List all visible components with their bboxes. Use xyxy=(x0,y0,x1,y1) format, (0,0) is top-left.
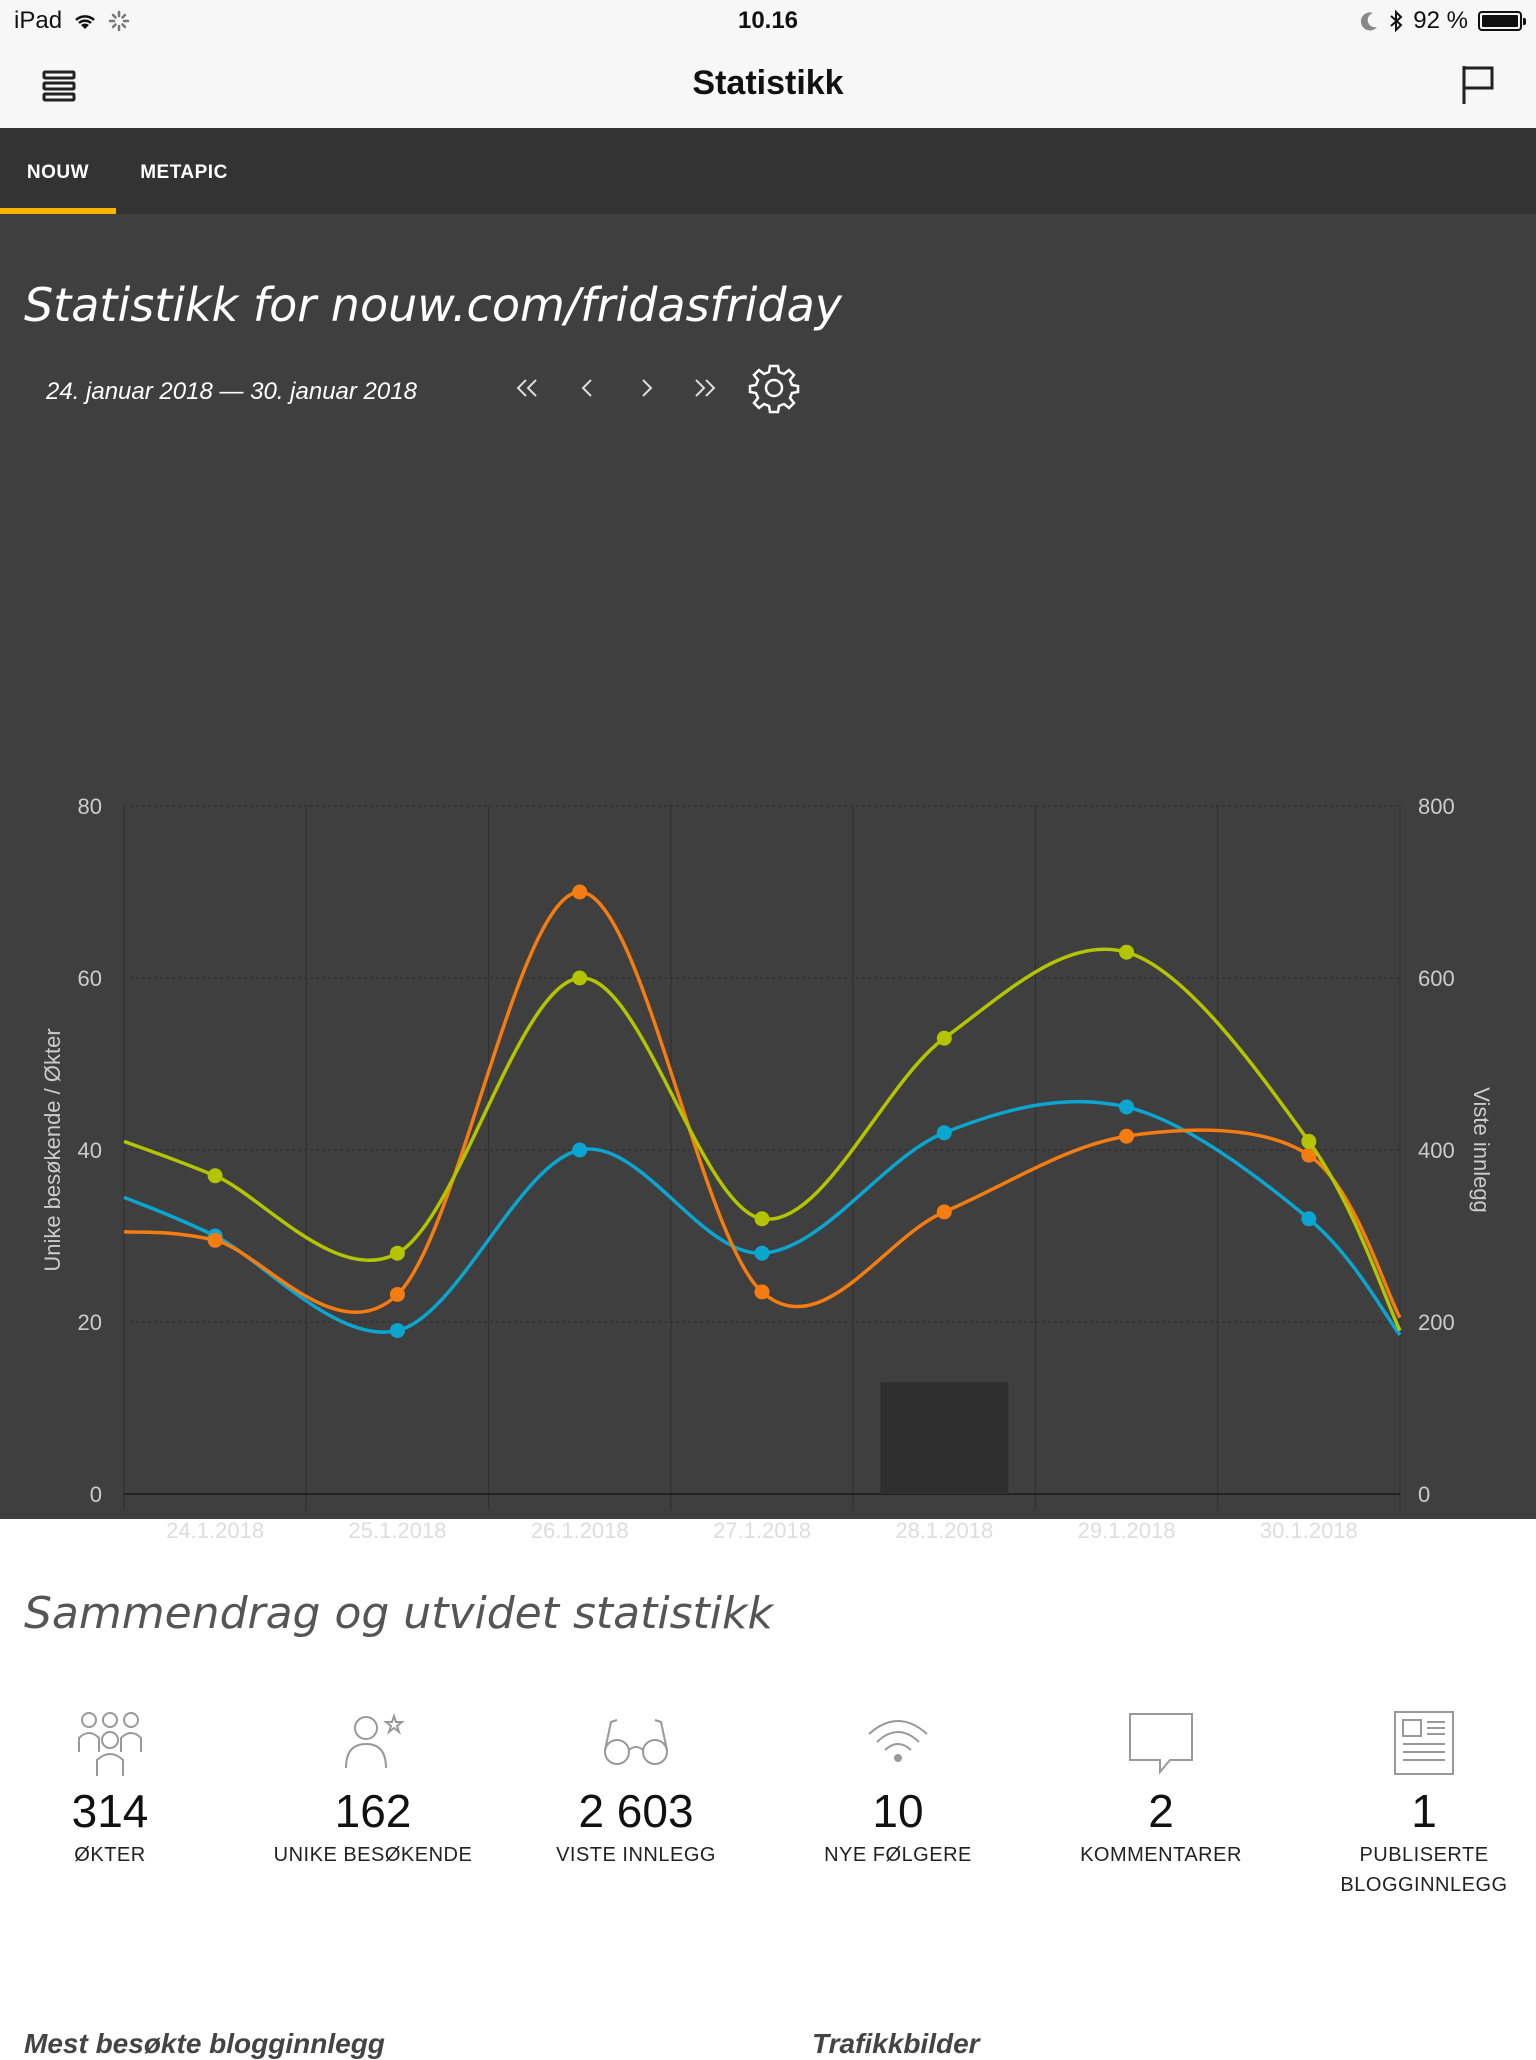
stat-published-posts: 1 PUBLISERTE BLOGGINNLEGG xyxy=(1314,1708,1534,1900)
stat-label: VISTE INNLEGG xyxy=(556,1844,716,1866)
data-point-okter xyxy=(1119,944,1135,960)
y2-tick-label: 200 xyxy=(1418,1310,1455,1335)
tab-bar: NOUW METAPIC xyxy=(0,128,1536,214)
most-read-heading: Mest besøkte blogginnlegg xyxy=(24,2028,385,2059)
x-tick-label: 27.1.2018 xyxy=(713,1518,811,1543)
data-point-unike-besokende xyxy=(572,1142,588,1158)
stat-value: 2 xyxy=(1148,1785,1174,1837)
data-point-unike-besokende xyxy=(1119,1099,1135,1115)
data-point-viste-innlegg xyxy=(207,1232,223,1248)
clock: 10.16 xyxy=(737,7,799,34)
data-point-viste-innlegg xyxy=(754,1284,770,1300)
page-title: Statistikk xyxy=(692,64,844,102)
y-tick-label: 40 xyxy=(78,1138,102,1163)
x-tick-label: 24.1.2018 xyxy=(166,1518,264,1543)
x-tick-label: 30.1.2018 xyxy=(1260,1518,1358,1543)
data-point-okter xyxy=(389,1245,405,1261)
statistics-chart: 0 0 20 200 40 400 60 600 80 800 24.1.2018 25.1.2018… xyxy=(40,794,1494,1543)
moon-icon xyxy=(1361,12,1378,31)
next-period-icon[interactable] xyxy=(624,366,668,410)
stat-label: KOMMENTARER xyxy=(1080,1844,1242,1866)
stat-label: NYE FØLGERE xyxy=(824,1844,972,1866)
series-line-viste-innlegg xyxy=(123,890,1402,1319)
y-axis-title: Unike besøkende / Økter xyxy=(40,1028,65,1271)
data-point-okter xyxy=(1301,1133,1317,1149)
group-icon xyxy=(78,1712,142,1776)
stat-value: 1 xyxy=(1411,1785,1437,1837)
y2-axis-title: Viste innlegg xyxy=(1469,1087,1494,1213)
stat-value: 10 xyxy=(872,1785,924,1837)
bar-publiserte-blogginnlegg xyxy=(880,1382,1009,1494)
data-point-okter xyxy=(572,970,588,986)
stat-value: 2 603 xyxy=(578,1785,694,1837)
battery-icon xyxy=(1478,11,1526,31)
stat-viewed-posts: 2 603 VISTE INNLEGG xyxy=(526,1708,746,1870)
stat-value: 162 xyxy=(334,1785,412,1837)
panel-title: Statistikk for nouw.com/fridasfriday xyxy=(24,278,843,332)
tab-metapic[interactable]: METAPIC xyxy=(140,162,228,183)
tab-nouw[interactable]: NOUW xyxy=(0,128,116,214)
gear-icon[interactable] xyxy=(748,362,800,414)
comment-icon xyxy=(1129,1713,1193,1775)
stat-new-followers: 10 NYE FØLGERE xyxy=(788,1708,1008,1870)
data-point-okter xyxy=(754,1211,770,1227)
data-point-okter xyxy=(936,1030,952,1046)
summary-title: Sammendrag og utvidet statistikk xyxy=(24,1588,773,1639)
date-range: 24. januar 2018 — 30. januar 2018 xyxy=(46,378,417,405)
stat-value: 314 xyxy=(71,1785,149,1837)
flag-icon[interactable] xyxy=(1458,62,1498,106)
y-tick-label: 60 xyxy=(78,966,102,991)
data-point-viste-innlegg xyxy=(1119,1128,1135,1144)
battery-percent: 92 % xyxy=(1413,7,1468,34)
data-point-unike-besokende xyxy=(389,1323,405,1339)
first-period-icon[interactable] xyxy=(506,366,550,410)
y2-tick-label: 400 xyxy=(1418,1138,1455,1163)
x-tick-label: 26.1.2018 xyxy=(531,1518,629,1543)
y-tick-label: 0 xyxy=(90,1482,102,1507)
loading-spinner-icon xyxy=(108,10,130,32)
document-icon xyxy=(1394,1711,1454,1775)
stat-unique-visitors: 162 UNIKE BESØKENDE xyxy=(263,1708,483,1870)
stat-label: ØKTER xyxy=(74,1844,146,1866)
x-tick-label: 29.1.2018 xyxy=(1078,1518,1176,1543)
stat-sessions: 314 ØKTER xyxy=(0,1708,220,1870)
previous-period-icon[interactable] xyxy=(566,366,610,410)
y2-tick-label: 0 xyxy=(1418,1482,1430,1507)
data-point-okter xyxy=(207,1168,223,1184)
y2-tick-label: 800 xyxy=(1418,794,1455,819)
data-point-viste-innlegg xyxy=(936,1204,952,1220)
data-point-unike-besokende xyxy=(936,1125,952,1141)
navigation-bar: Statistikk xyxy=(0,42,1536,129)
bluetooth-icon xyxy=(1390,10,1403,32)
y-tick-label: 80 xyxy=(78,794,102,819)
data-point-viste-innlegg xyxy=(1301,1147,1317,1163)
stat-comments: 2 KOMMENTARER xyxy=(1051,1708,1271,1870)
x-tick-label: 25.1.2018 xyxy=(348,1518,446,1543)
data-point-viste-innlegg xyxy=(389,1286,405,1302)
data-point-viste-innlegg xyxy=(572,884,588,900)
y-tick-label: 20 xyxy=(78,1310,102,1335)
device-name: iPad xyxy=(14,7,63,34)
glasses-icon xyxy=(604,1719,668,1765)
list-icon[interactable] xyxy=(40,66,80,106)
stat-label: UNIKE BESØKENDE xyxy=(273,1844,473,1866)
statistics-panel: Statistikk for nouw.com/fridasfriday 24.… xyxy=(0,214,1536,1543)
x-tick-label: 28.1.2018 xyxy=(895,1518,993,1543)
user-star-icon xyxy=(345,1712,405,1769)
traffic-heading: Trafikkbilder xyxy=(812,2028,980,2059)
wifi-status-icon xyxy=(75,15,95,29)
data-point-unike-besokende xyxy=(1301,1211,1317,1227)
wifi-icon xyxy=(868,1720,928,1762)
series-line-okter xyxy=(123,947,1402,1332)
stat-label: PUBLISERTE BLOGGINNLEGG xyxy=(1340,1844,1508,1896)
data-point-unike-besokende xyxy=(754,1245,770,1261)
status-bar: iPad 10.16 92 % xyxy=(0,0,1536,42)
last-period-icon[interactable] xyxy=(682,366,726,410)
y2-tick-label: 600 xyxy=(1418,966,1455,991)
